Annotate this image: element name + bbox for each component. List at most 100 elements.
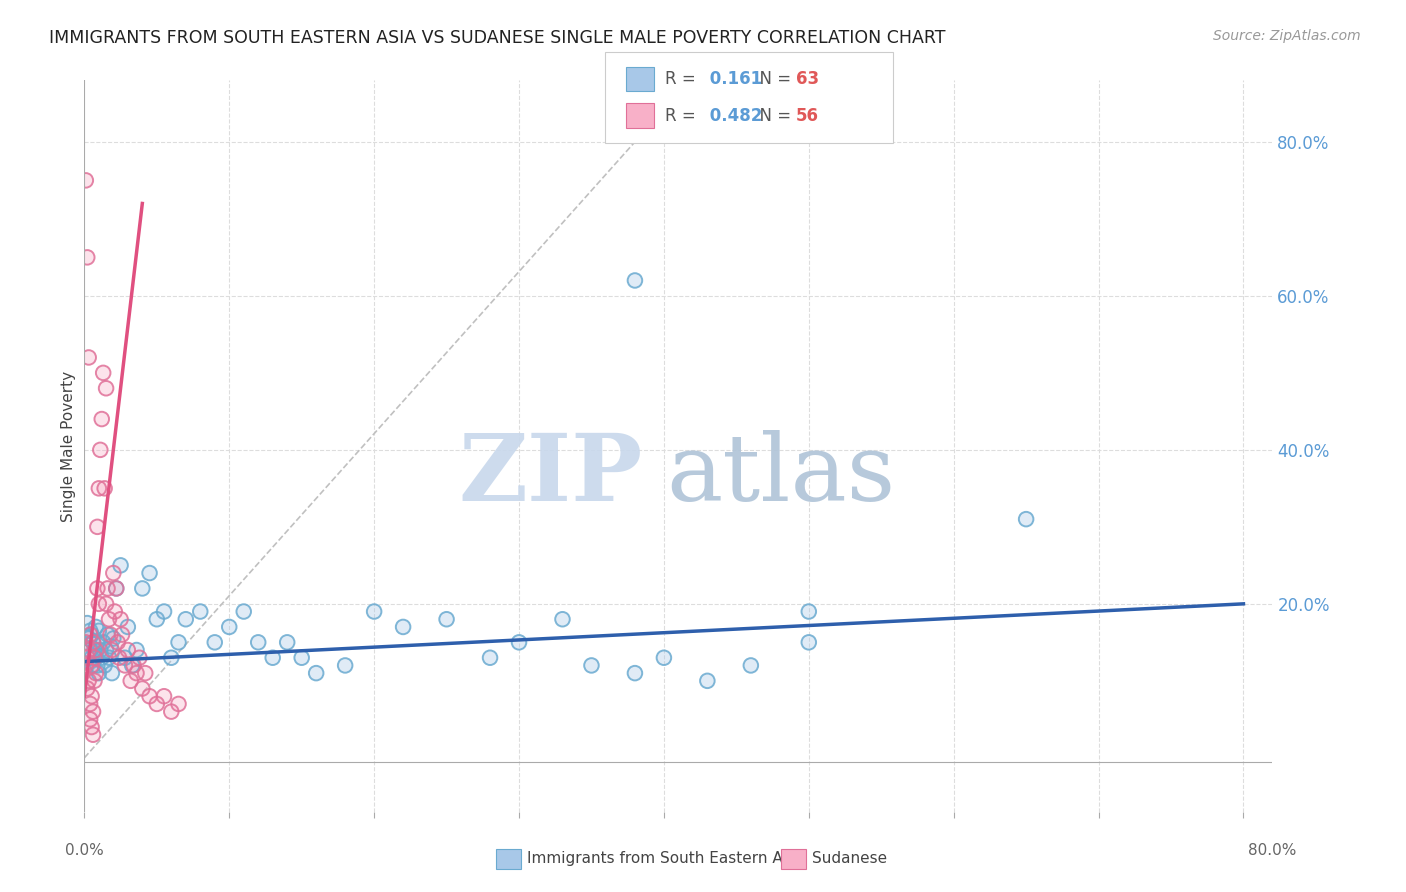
Text: atlas: atlas xyxy=(666,430,896,520)
Point xyxy=(652,650,675,665)
Point xyxy=(83,650,105,665)
Point xyxy=(86,658,108,673)
Point xyxy=(479,650,502,665)
Point xyxy=(111,627,134,641)
Point xyxy=(96,582,118,596)
Point xyxy=(84,666,107,681)
Point xyxy=(160,705,183,719)
Point xyxy=(247,635,270,649)
Text: 80.0%: 80.0% xyxy=(1249,843,1296,858)
Point xyxy=(87,624,110,638)
Point xyxy=(153,605,176,619)
Point xyxy=(121,658,143,673)
Point xyxy=(87,481,110,495)
Point xyxy=(93,658,115,673)
Point xyxy=(84,650,107,665)
Point xyxy=(103,566,125,580)
Point xyxy=(83,643,105,657)
Point xyxy=(108,650,131,665)
Point xyxy=(508,635,530,649)
Point xyxy=(77,632,100,646)
Point xyxy=(86,520,108,534)
Point xyxy=(82,728,104,742)
Point xyxy=(146,612,169,626)
Point xyxy=(80,650,103,665)
Point xyxy=(89,442,111,457)
Point xyxy=(87,666,110,681)
Text: ZIP: ZIP xyxy=(458,430,643,520)
Point xyxy=(80,658,103,673)
Point xyxy=(82,658,104,673)
Point xyxy=(96,582,118,596)
Point xyxy=(120,673,142,688)
Point xyxy=(100,627,122,641)
Point xyxy=(105,582,128,596)
Point xyxy=(305,666,328,681)
Point xyxy=(79,624,101,638)
Point xyxy=(276,635,298,649)
Point xyxy=(89,643,111,657)
Point xyxy=(108,650,131,665)
Point xyxy=(121,658,143,673)
Point xyxy=(76,681,98,696)
Point xyxy=(86,582,108,596)
Point xyxy=(82,705,104,719)
Point xyxy=(87,481,110,495)
Point xyxy=(138,566,160,580)
Point xyxy=(1015,512,1038,526)
Point xyxy=(100,639,122,653)
Point xyxy=(276,635,298,649)
Point xyxy=(117,643,139,657)
Text: 0.0%: 0.0% xyxy=(65,843,104,858)
Point xyxy=(128,650,150,665)
Point xyxy=(100,639,122,653)
Point xyxy=(138,690,160,704)
Point xyxy=(93,481,115,495)
Point xyxy=(797,635,820,649)
Point xyxy=(96,627,118,641)
Point xyxy=(110,558,132,573)
Point xyxy=(146,697,169,711)
Point xyxy=(247,635,270,649)
Point xyxy=(262,650,284,665)
Point xyxy=(86,520,108,534)
Point xyxy=(103,632,125,646)
Point xyxy=(94,381,117,395)
Point xyxy=(76,251,98,265)
Point xyxy=(110,612,132,626)
Point xyxy=(160,650,183,665)
Point xyxy=(624,666,647,681)
Point xyxy=(79,627,101,641)
Point xyxy=(122,658,145,673)
Point xyxy=(94,381,117,395)
Point xyxy=(77,632,100,646)
Point xyxy=(94,597,117,611)
Point xyxy=(91,366,114,380)
Point xyxy=(82,705,104,719)
Point xyxy=(77,643,100,657)
Point xyxy=(80,720,103,734)
Point xyxy=(80,690,103,704)
Point xyxy=(90,412,112,426)
Point xyxy=(740,658,762,673)
Point xyxy=(86,582,108,596)
Point xyxy=(83,643,105,657)
Text: N =: N = xyxy=(749,70,797,88)
Point xyxy=(117,643,139,657)
Point xyxy=(84,643,107,657)
Point xyxy=(98,612,121,626)
Point xyxy=(89,643,111,657)
Point xyxy=(174,612,197,626)
Point xyxy=(94,643,117,657)
Point xyxy=(84,650,107,665)
Point xyxy=(80,658,103,673)
Point xyxy=(75,658,97,673)
Point xyxy=(160,650,183,665)
Point xyxy=(77,351,100,365)
Point xyxy=(80,720,103,734)
Text: R =: R = xyxy=(665,107,702,125)
Point xyxy=(84,643,107,657)
Point xyxy=(305,666,328,681)
Point xyxy=(797,605,820,619)
Point xyxy=(333,658,356,673)
